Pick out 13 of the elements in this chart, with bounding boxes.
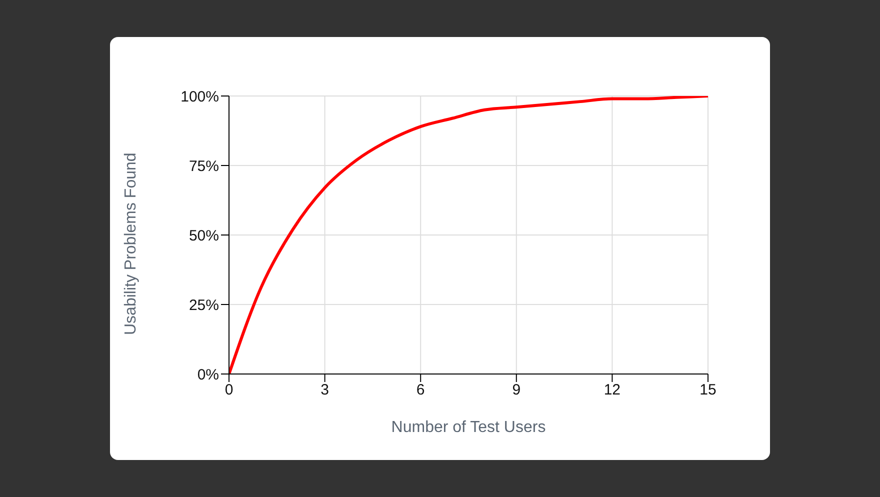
x-tick-label: 15 [700,382,716,399]
x-tick-label: 9 [512,382,521,399]
y-tick-label: 100% [180,88,219,106]
y-tick-label: 75% [188,158,219,175]
y-axis-title: Usability Problems Found [122,152,140,335]
x-tick-label: 6 [416,382,425,399]
x-tick-label: 3 [320,382,329,399]
x-tick-label: 12 [604,382,621,399]
x-tick-label: 0 [224,382,234,399]
y-tick-label: 25% [188,296,219,314]
y-tick-label: 50% [188,227,219,244]
x-axis-title: Number of Test Users [391,419,546,436]
y-tick-label: 0% [197,366,219,384]
